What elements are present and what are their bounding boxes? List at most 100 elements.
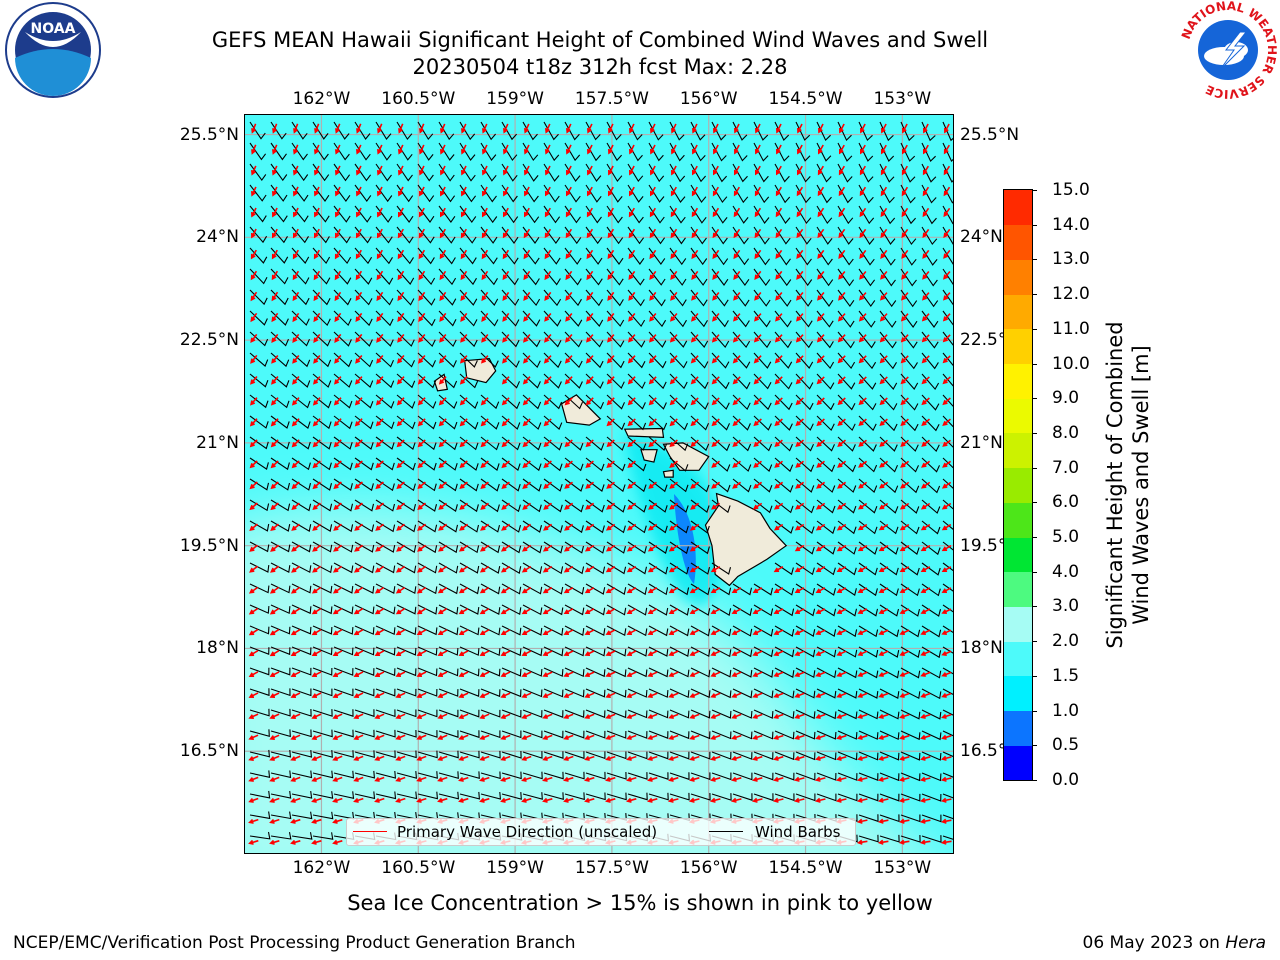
wave-arrow [439, 355, 447, 364]
wave-arrow [290, 839, 301, 845]
colorbar-tick [1032, 363, 1037, 365]
wind-barb [942, 835, 954, 841]
wave-arrow [690, 439, 699, 447]
wind-barb [312, 811, 334, 820]
wind-barb [522, 541, 543, 554]
wave-arrow [586, 249, 594, 260]
wave-arrow [271, 355, 279, 364]
wave-arrow [458, 565, 469, 573]
wave-arrow [899, 692, 910, 698]
wind-barb [648, 499, 668, 513]
wind-barb [564, 541, 585, 554]
wave-arrow [269, 607, 280, 615]
wave-arrow [859, 165, 866, 176]
wave-arrow [773, 734, 784, 740]
wind-barb [354, 583, 375, 594]
wave-arrow [880, 292, 888, 301]
wave-arrow [900, 439, 909, 447]
wind-barb [585, 709, 606, 719]
wind-barb [690, 541, 710, 555]
wave-arrow [668, 629, 679, 635]
wave-arrow [649, 207, 656, 218]
wave-arrow [251, 186, 257, 197]
wave-arrow [815, 544, 826, 552]
wind-barb [837, 751, 858, 761]
legend-wave-label: Primary Wave Direction (unscaled) [397, 823, 658, 841]
wave-arrow [269, 818, 280, 824]
wind-barb [270, 770, 292, 779]
wave-arrow [837, 355, 846, 364]
island-molokai [623, 427, 665, 439]
wave-arrow [648, 481, 657, 489]
wind-barb [942, 541, 954, 552]
wind-barb [564, 520, 584, 534]
wind-barb [627, 646, 648, 657]
wind-barb [858, 520, 878, 535]
wave-arrow [312, 397, 321, 406]
wave-arrow [565, 249, 573, 260]
wave-arrow [629, 165, 635, 176]
wave-arrow [710, 734, 721, 740]
wave-arrow [502, 334, 510, 343]
wave-arrow [857, 523, 868, 531]
wave-arrow [460, 270, 468, 281]
wave-arrow [249, 418, 258, 427]
wind-barb [354, 667, 375, 676]
wave-arrow [941, 734, 952, 740]
wind-barb [921, 709, 942, 720]
wave-arrow [439, 312, 447, 322]
wave-arrow [943, 249, 951, 259]
wave-arrow [292, 270, 300, 281]
wave-arrow [943, 270, 951, 280]
wave-arrow [521, 565, 532, 573]
wave-arrow [881, 123, 887, 134]
wave-arrow [272, 207, 278, 218]
wave-arrow [417, 397, 426, 406]
wave-arrow [524, 144, 530, 155]
wind-barb [396, 709, 417, 718]
wind-barb [627, 121, 643, 141]
wave-arrow [523, 249, 531, 260]
wave-arrow [626, 671, 637, 677]
wave-arrow [941, 692, 952, 698]
wind-barb [291, 667, 312, 676]
wave-arrow [248, 586, 259, 594]
wind-barb [816, 142, 832, 162]
wave-arrow [459, 376, 468, 385]
wave-arrow [460, 249, 468, 260]
wind-barb [837, 709, 858, 720]
wind-barb [249, 562, 270, 573]
wind-barb [585, 730, 606, 739]
nws-logo: NATIONAL WEATHER SERVICE [1178, 0, 1279, 101]
wave-arrow [794, 587, 805, 593]
wave-arrow [899, 755, 910, 761]
wind-barb [438, 709, 459, 718]
wave-arrow [585, 523, 595, 531]
wave-arrow [898, 818, 910, 824]
wind-barb [564, 730, 585, 739]
wave-arrow [521, 713, 532, 719]
wave-arrow [899, 629, 910, 635]
wave-arrow [416, 650, 427, 656]
wave-arrow [940, 776, 952, 782]
wave-arrow [250, 249, 257, 260]
colorbar-tick-label: 1.0 [1052, 700, 1080, 721]
colorbar-tick [1032, 675, 1037, 677]
wave-arrow [878, 692, 889, 698]
wave-arrow [711, 355, 720, 364]
wave-arrow [689, 587, 700, 594]
wind-barb [270, 708, 291, 717]
wave-arrow [775, 270, 783, 280]
wind-barb [816, 499, 836, 514]
wave-arrow [334, 270, 342, 281]
lat-label-left: 16.5°N [179, 741, 239, 762]
wave-arrow [522, 460, 531, 469]
wind-barb [270, 688, 291, 697]
wind-barb [585, 646, 606, 657]
wave-arrow [775, 313, 783, 322]
wind-barb [249, 646, 270, 655]
wave-arrow [856, 839, 868, 845]
wave-arrow [773, 713, 784, 719]
wave-arrow [269, 628, 280, 636]
wave-arrow [901, 207, 909, 218]
